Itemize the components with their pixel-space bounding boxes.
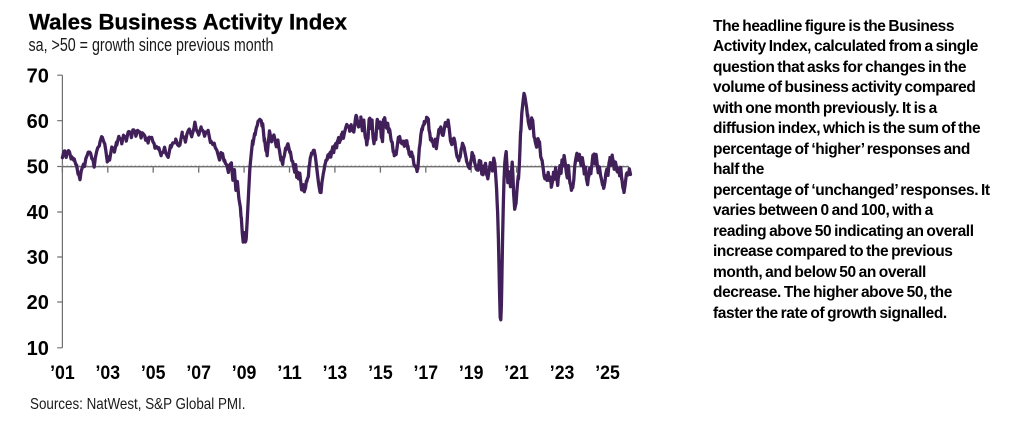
svg-text:’21: ’21 <box>504 362 529 384</box>
svg-text:Wales Business Activity Index: Wales Business Activity Index <box>29 10 348 35</box>
svg-text:’19: ’19 <box>459 362 484 384</box>
svg-text:’15: ’15 <box>368 362 393 384</box>
svg-text:70: 70 <box>27 65 49 87</box>
svg-text:’01: ’01 <box>50 362 75 384</box>
svg-text:’23: ’23 <box>550 362 575 384</box>
svg-text:60: 60 <box>27 111 49 133</box>
svg-text:40: 40 <box>27 202 49 224</box>
svg-text:10: 10 <box>27 338 49 360</box>
svg-text:’25: ’25 <box>595 362 620 384</box>
svg-text:20: 20 <box>27 292 49 314</box>
svg-text:’11: ’11 <box>277 362 302 384</box>
svg-text:’09: ’09 <box>232 362 257 384</box>
svg-text:30: 30 <box>27 247 49 269</box>
svg-text:’03: ’03 <box>96 362 121 384</box>
svg-text:’05: ’05 <box>141 362 166 384</box>
svg-text:Sources: NatWest, S&P Global P: Sources: NatWest, S&P Global PMI. <box>30 396 246 413</box>
svg-text:’07: ’07 <box>186 362 211 384</box>
svg-text:’13: ’13 <box>323 362 348 384</box>
svg-text:sa, >50 = growth since previou: sa, >50 = growth since previous month <box>29 35 274 55</box>
svg-text:’17: ’17 <box>414 362 439 384</box>
svg-text:50: 50 <box>27 157 49 179</box>
